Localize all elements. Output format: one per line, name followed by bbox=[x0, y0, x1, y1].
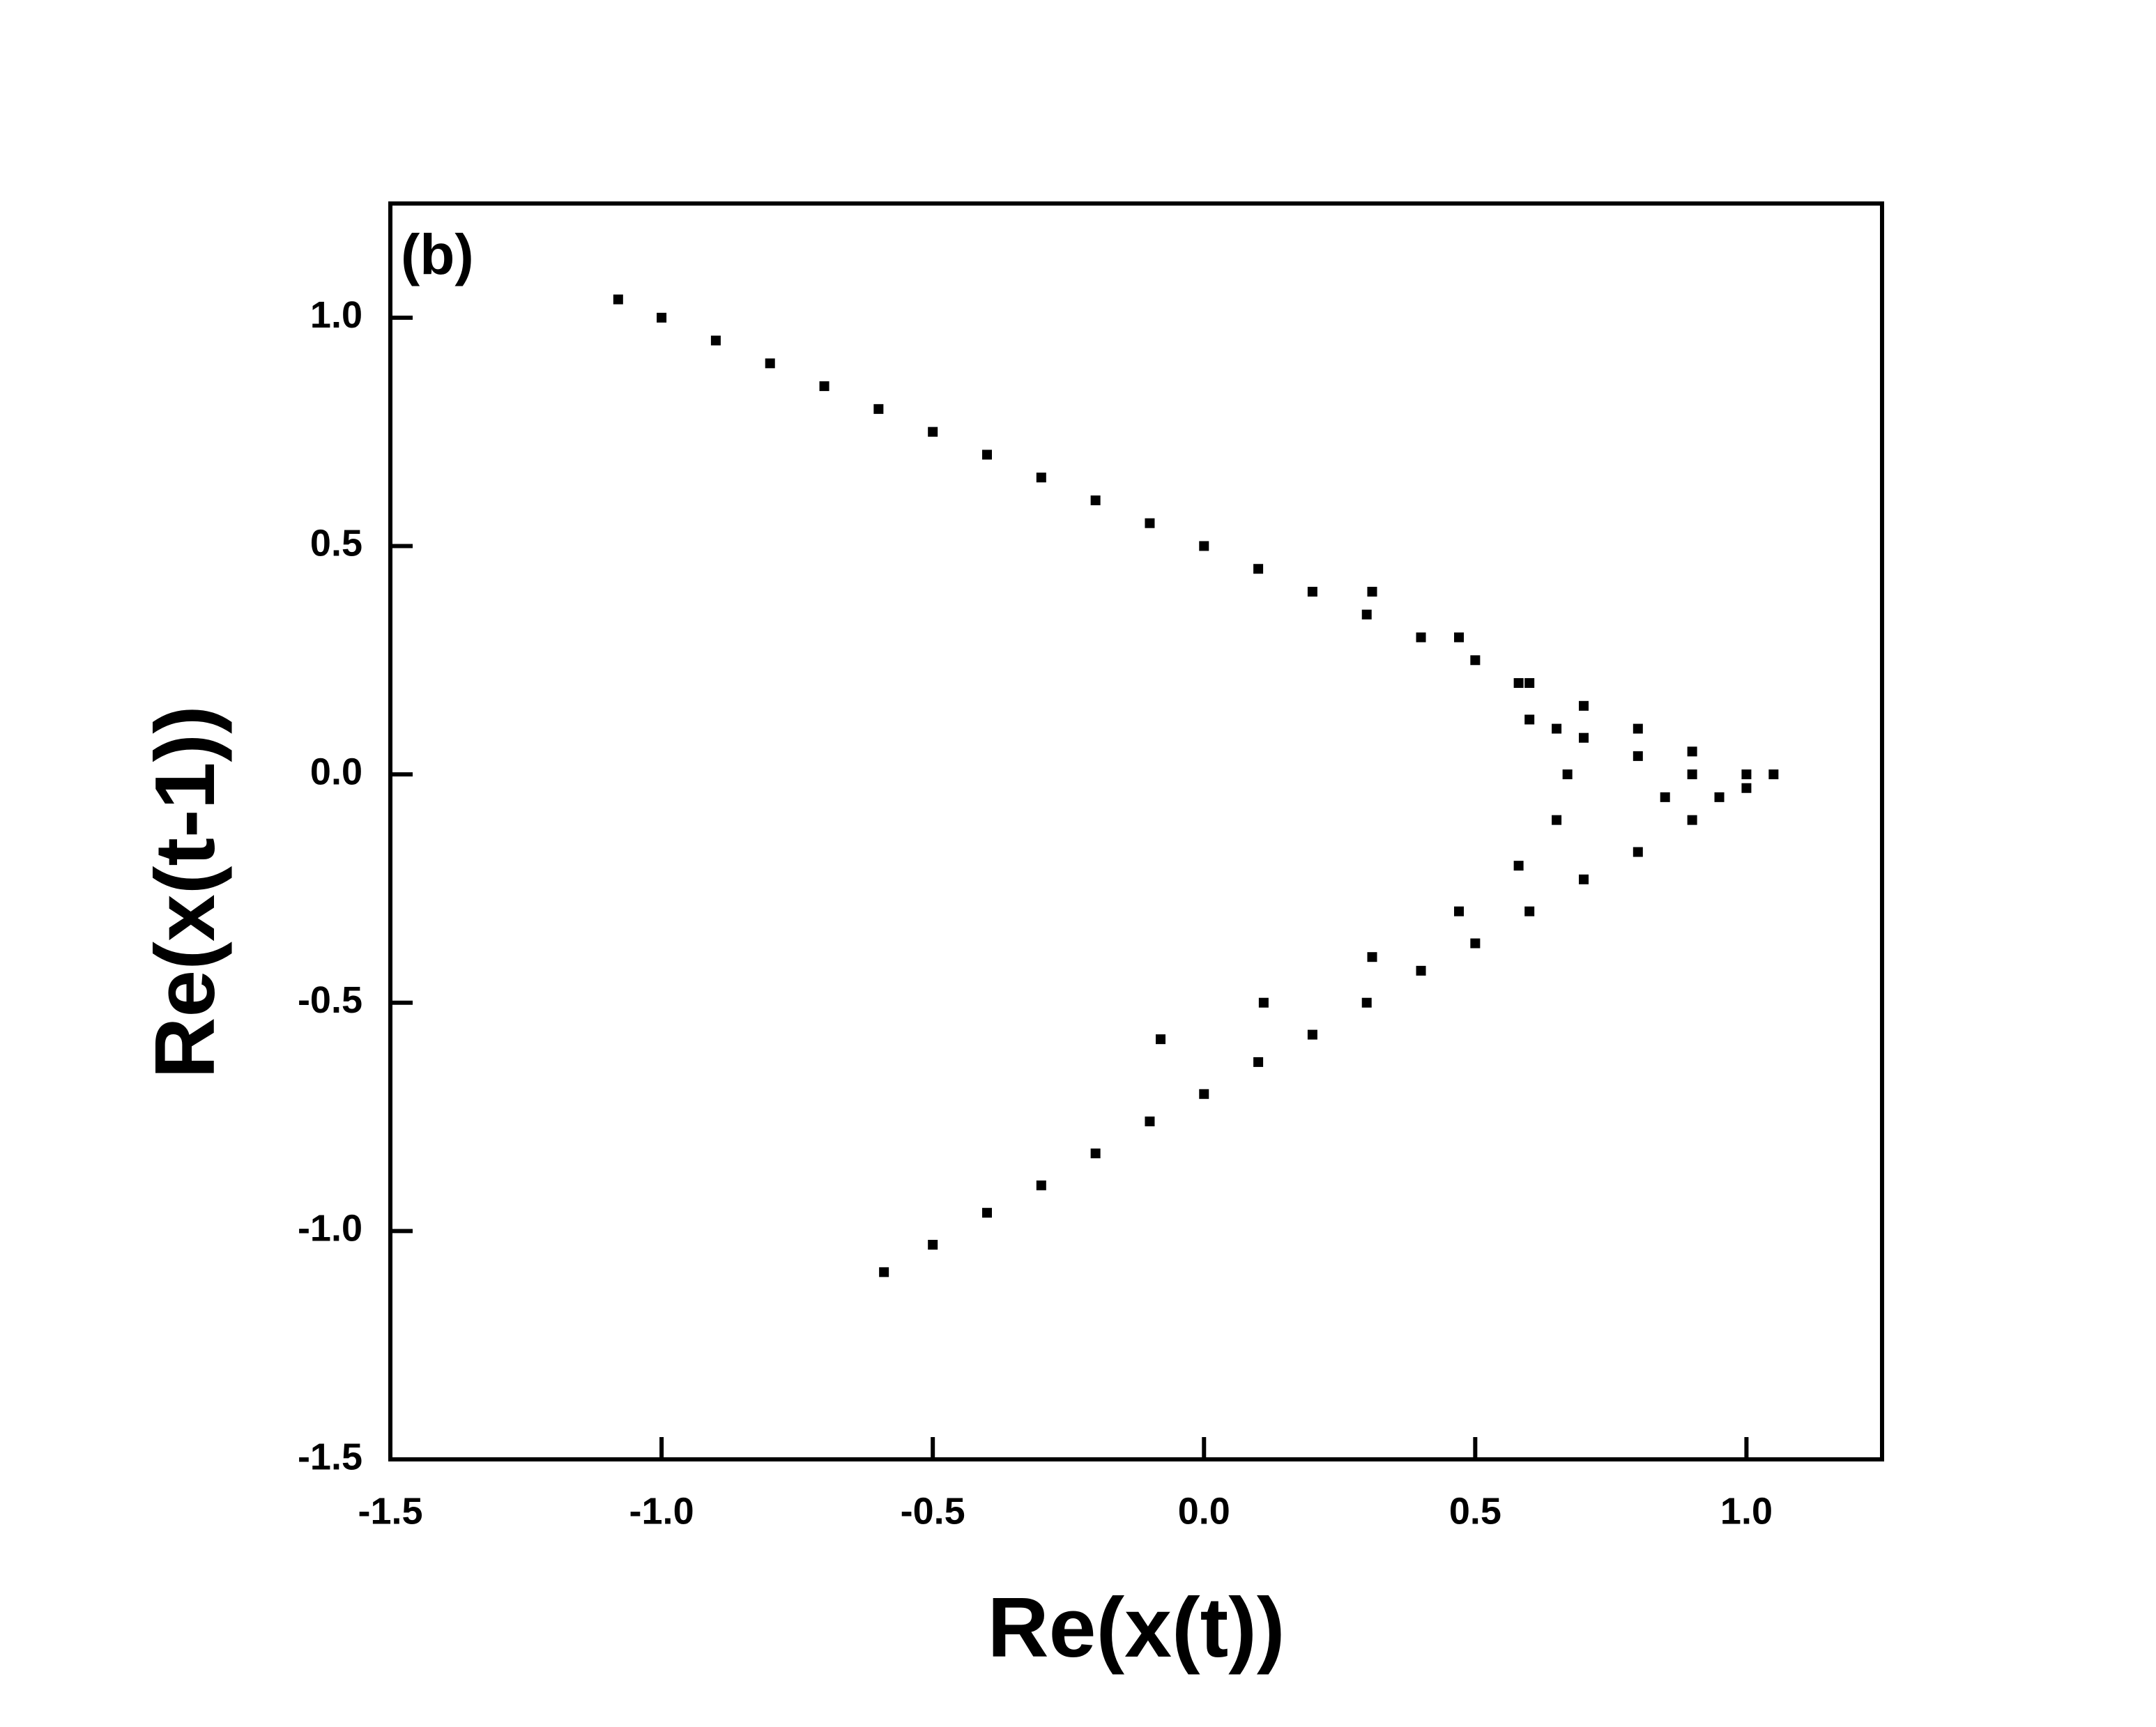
panel-label: (b) bbox=[401, 224, 474, 287]
point bbox=[1470, 938, 1481, 949]
point bbox=[657, 312, 667, 323]
point bbox=[1633, 723, 1643, 734]
point bbox=[1552, 723, 1562, 734]
point bbox=[819, 381, 829, 392]
point bbox=[1633, 751, 1643, 761]
point bbox=[1562, 769, 1573, 780]
x-tick-label: -0.5 bbox=[901, 1490, 965, 1532]
x-tick-label: -1.0 bbox=[629, 1490, 694, 1532]
point bbox=[873, 404, 884, 414]
point bbox=[1579, 732, 1589, 743]
point bbox=[1579, 874, 1589, 884]
point bbox=[1361, 997, 1372, 1008]
point bbox=[1687, 815, 1697, 825]
point bbox=[1090, 1148, 1101, 1158]
point bbox=[1454, 632, 1465, 643]
point bbox=[1361, 609, 1372, 620]
point bbox=[1524, 714, 1535, 725]
y-tick-label: -1.0 bbox=[298, 1208, 362, 1250]
y-tick-label: 0.0 bbox=[310, 751, 362, 792]
point bbox=[613, 294, 623, 305]
plot-frame bbox=[388, 201, 1884, 1461]
point bbox=[1253, 564, 1264, 574]
point bbox=[1454, 906, 1465, 916]
point bbox=[1199, 541, 1209, 551]
point bbox=[1090, 495, 1101, 505]
point bbox=[1145, 518, 1155, 528]
x-tick-label: 0.5 bbox=[1449, 1490, 1501, 1532]
point bbox=[1036, 1180, 1046, 1190]
x-tick-label: 1.0 bbox=[1720, 1490, 1773, 1532]
x-tick-label: 0.0 bbox=[1178, 1490, 1230, 1532]
point bbox=[1768, 769, 1779, 780]
x-axis-title: Re(x(t)) bbox=[988, 1580, 1285, 1675]
x-tick-label: -1.5 bbox=[358, 1490, 422, 1532]
point bbox=[765, 358, 775, 369]
point bbox=[879, 1267, 889, 1277]
point bbox=[1307, 1029, 1317, 1040]
point bbox=[1660, 792, 1670, 802]
point bbox=[1714, 792, 1725, 802]
point bbox=[1513, 678, 1524, 689]
point bbox=[1036, 473, 1046, 483]
point bbox=[1633, 847, 1643, 857]
point bbox=[1687, 746, 1697, 757]
point bbox=[1253, 1057, 1264, 1067]
point bbox=[1687, 769, 1697, 780]
point bbox=[1513, 861, 1524, 871]
point bbox=[1470, 655, 1481, 666]
point bbox=[928, 1240, 938, 1250]
point bbox=[1367, 952, 1377, 962]
point bbox=[1145, 1116, 1155, 1127]
point bbox=[982, 1208, 992, 1218]
point bbox=[928, 427, 938, 437]
point bbox=[1416, 632, 1426, 643]
point bbox=[1524, 678, 1535, 689]
point bbox=[1579, 700, 1589, 711]
point bbox=[1307, 586, 1317, 597]
y-tick-label: -0.5 bbox=[298, 979, 362, 1021]
point bbox=[1741, 783, 1752, 793]
y-axis-title: Re(x(t-1)) bbox=[137, 705, 232, 1078]
point bbox=[710, 335, 721, 346]
point bbox=[1741, 769, 1752, 780]
y-tick-label: -1.5 bbox=[298, 1436, 362, 1477]
point bbox=[1199, 1089, 1209, 1099]
point bbox=[1367, 586, 1377, 597]
point bbox=[1156, 1034, 1166, 1045]
point bbox=[1416, 965, 1426, 976]
y-tick-label: 0.5 bbox=[310, 523, 362, 565]
point bbox=[1524, 906, 1535, 916]
point bbox=[982, 450, 992, 460]
y-tick-label: 1.0 bbox=[310, 294, 362, 336]
point bbox=[1258, 997, 1269, 1008]
point bbox=[1552, 815, 1562, 825]
